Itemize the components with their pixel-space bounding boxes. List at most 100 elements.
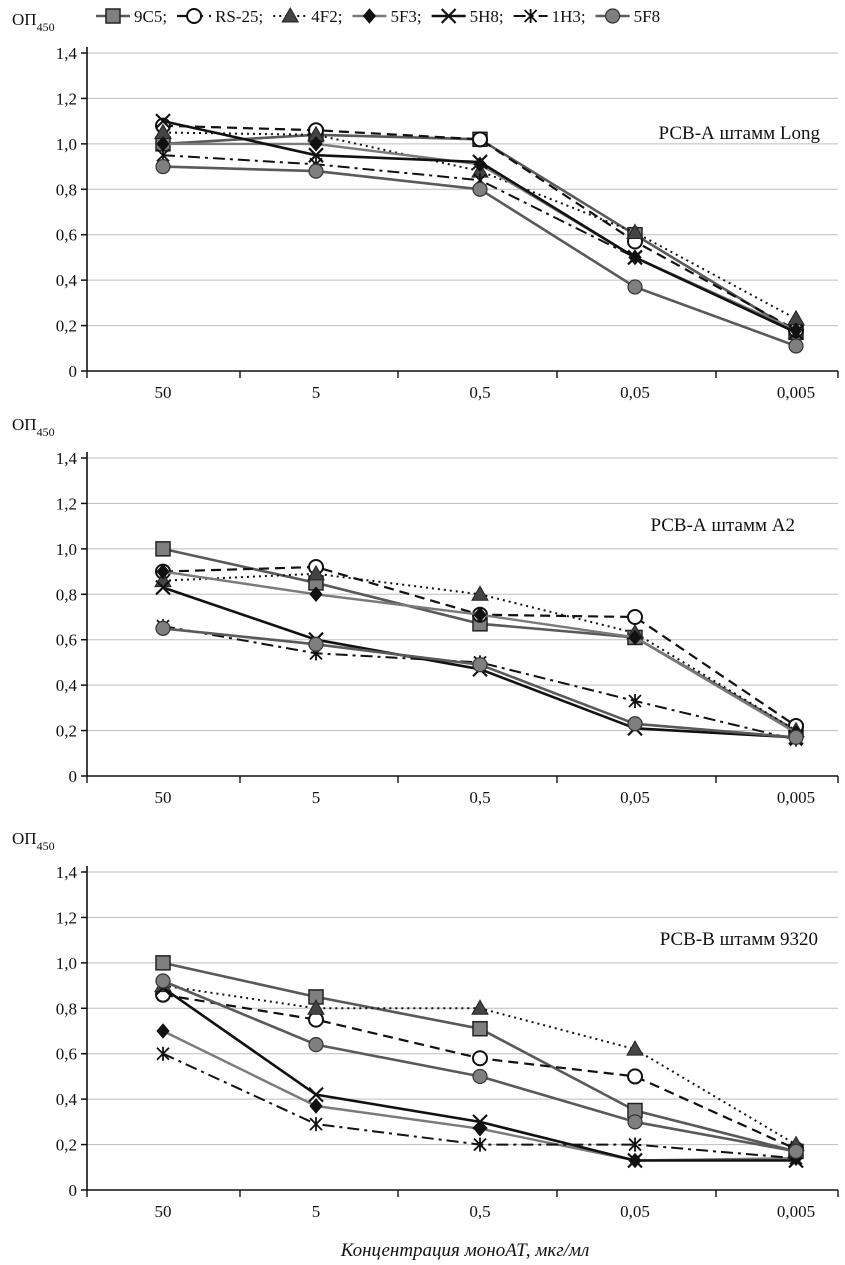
data-point <box>789 325 803 340</box>
data-point <box>628 694 642 709</box>
data-point <box>472 1050 488 1067</box>
panel-title: РСВ-А штамм А2 <box>650 515 795 536</box>
y-tick-label: 0,6 <box>56 226 77 245</box>
legend-marker <box>440 8 457 24</box>
legend-entry-5f8: 5F8 <box>595 7 660 26</box>
legend-entry-4f2: 4F2; <box>273 6 342 26</box>
data-point <box>473 1137 487 1152</box>
data-point <box>155 620 171 636</box>
legend: 9C5; RS-25; 4F2; 5F3; 5H8; 1H3; 5F8 <box>96 6 660 26</box>
y-axis-label: ОП450 <box>12 829 55 853</box>
x-tick-label: 50 <box>155 383 172 402</box>
x-tick-label: 5 <box>312 1202 321 1221</box>
legend-label: 5F8 <box>634 7 660 26</box>
y-tick-label: 1,0 <box>56 135 77 154</box>
y-tick-label: 0 <box>69 767 78 786</box>
x-tick-label: 0,5 <box>469 383 490 402</box>
data-point <box>627 716 643 732</box>
series-4f2 <box>154 564 805 738</box>
data-point <box>309 136 323 152</box>
x-tick-label: 50 <box>155 1202 172 1221</box>
data-point <box>628 250 642 265</box>
series-line <box>162 131 797 320</box>
x-tick-label: 0,005 <box>777 383 815 402</box>
y-tick-label: 0,2 <box>56 1136 77 1155</box>
data-point <box>307 564 325 581</box>
legend-marker <box>523 9 538 23</box>
y-tick-label: 0,4 <box>56 676 78 695</box>
data-point <box>308 1086 324 1103</box>
data-point <box>309 1098 323 1114</box>
y-tick-label: 0,2 <box>56 317 77 336</box>
x-tick-label: 5 <box>312 788 321 807</box>
chart-panels: 00,20,40,60,81,01,21,450 5 0,5 0,05 0,005ОП4… <box>12 10 839 1221</box>
x-tick-label: 0,5 <box>469 1202 490 1221</box>
y-tick-label: 0,2 <box>56 722 77 741</box>
series-5h8 <box>155 113 804 341</box>
series-5f3 <box>156 563 803 741</box>
legend-marker <box>605 8 621 24</box>
series-5f8 <box>155 158 804 354</box>
x-tick-label: 0,005 <box>777 1202 815 1221</box>
data-point <box>309 1117 323 1132</box>
legend-label: 4F2; <box>311 7 342 26</box>
series-rs-25 <box>155 117 804 339</box>
legend-entry-5f3: 5F3; <box>352 7 422 26</box>
data-point <box>155 973 171 989</box>
y-tick-label: 0,6 <box>56 631 77 650</box>
legend-entry-rs-25: RS-25; <box>177 7 263 26</box>
data-point <box>156 563 170 580</box>
legend-label: 5F3; <box>390 7 421 26</box>
series-line <box>162 119 797 334</box>
series-5f3 <box>156 136 803 338</box>
y-tick-label: 1,0 <box>56 540 77 559</box>
legend-label: RS-25; <box>215 7 263 26</box>
x-tick-label: 0,005 <box>777 788 815 807</box>
panel-title: РСВ-А штамм Long <box>659 123 821 144</box>
data-point <box>472 181 488 197</box>
data-point <box>788 729 804 745</box>
y-tick-label: 0 <box>69 1181 78 1200</box>
data-point <box>473 606 487 623</box>
series-5f8 <box>155 620 804 745</box>
x-tick-label: 0,5 <box>469 788 490 807</box>
data-point <box>155 955 171 971</box>
y-tick-label: 1,0 <box>56 954 77 973</box>
data-point <box>156 1023 170 1039</box>
data-point <box>788 1143 804 1159</box>
data-point <box>788 338 804 354</box>
data-point <box>472 1068 488 1085</box>
x-tick-label: 0,05 <box>620 383 650 402</box>
data-point <box>472 1114 488 1130</box>
legend-label: 5H8; <box>470 7 504 26</box>
series-line <box>162 627 797 739</box>
x-tick-label: 0,05 <box>620 788 650 807</box>
series-5f8 <box>155 973 804 1159</box>
y-tick-label: 1,2 <box>56 89 77 108</box>
chart-panel-2: 0 0,2 0,4 0,6 0,8 1,0 1,2 1,4 50 5 0,5 0,05 0,005 ОП4… <box>12 415 839 807</box>
x-tick-label: 5 <box>312 383 321 402</box>
legend-marker <box>105 8 121 24</box>
y-tick-label: 1,4 <box>56 449 78 468</box>
legend-entry-1h3: 1H3; <box>513 7 586 26</box>
y-tick-label: 0,4 <box>56 1090 78 1109</box>
chart-panel-1: 0 0,2 0,4 0,6 0,8 1,0 1,2 1,4 50 5 0,5 0,05 0,005 ОП4… <box>12 10 839 402</box>
legend-label: 9C5; <box>134 7 167 26</box>
series-line <box>162 625 797 741</box>
y-axis-label: ОП450 <box>12 10 55 34</box>
data-point <box>471 585 489 601</box>
y-tick-label: 0,6 <box>56 1045 77 1064</box>
data-point <box>472 154 488 170</box>
data-point <box>155 158 171 175</box>
legend-entry-5h8: 5H8; <box>431 7 504 26</box>
data-point <box>627 1068 643 1085</box>
data-point <box>307 999 325 1015</box>
data-point <box>472 657 488 673</box>
data-point <box>308 163 324 179</box>
data-point <box>156 1046 170 1061</box>
y-tick-label: 0,8 <box>56 999 77 1018</box>
series-4f2 <box>154 123 805 326</box>
legend-entry-9c5: 9C5; <box>96 7 167 26</box>
data-point <box>471 999 489 1015</box>
